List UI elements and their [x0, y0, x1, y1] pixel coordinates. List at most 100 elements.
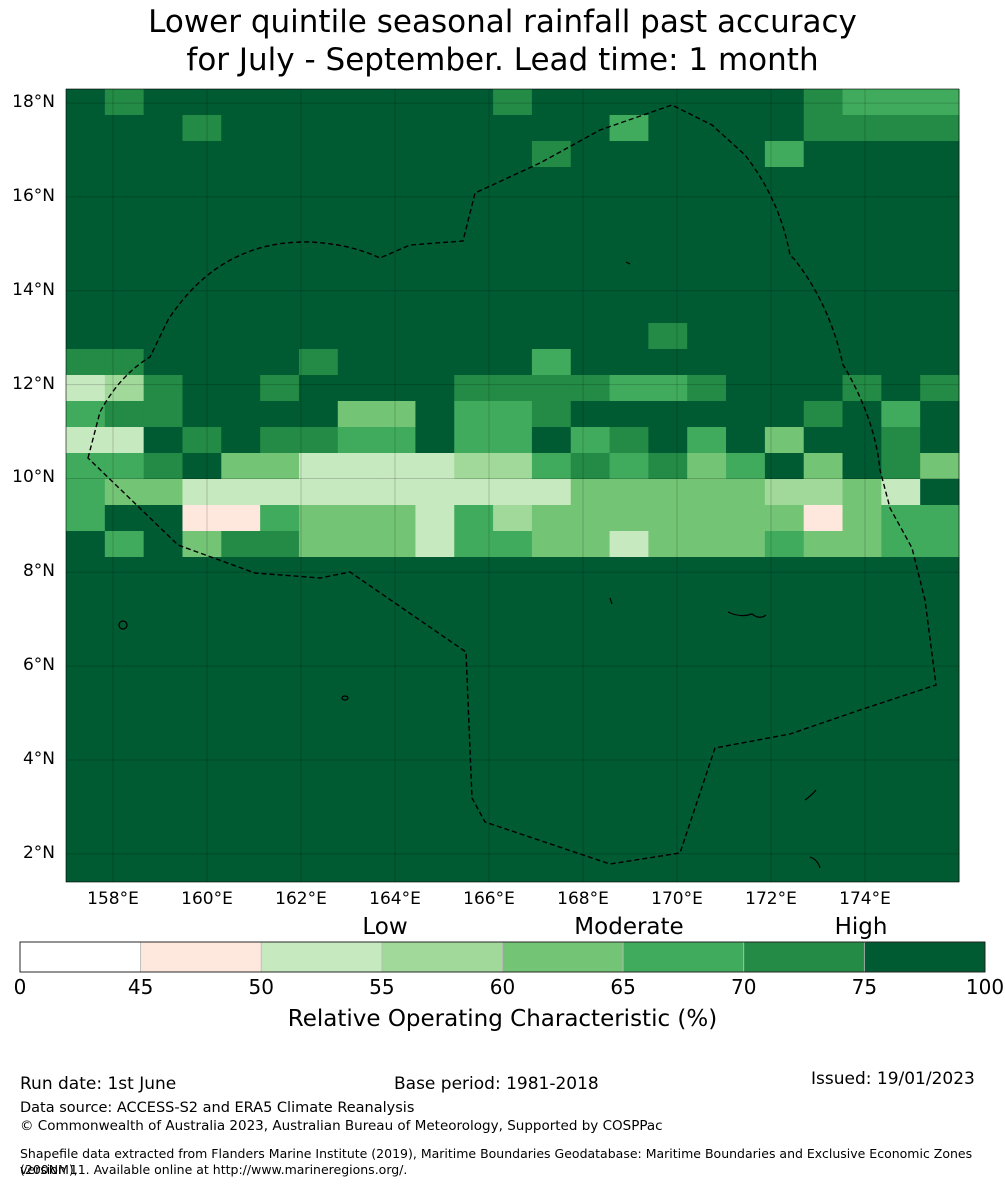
grid-cell — [726, 167, 766, 194]
grid-cell — [143, 141, 183, 168]
grid-cell — [182, 817, 222, 844]
grid-cell — [920, 115, 960, 142]
grid-cell — [493, 453, 533, 480]
grid-cell — [143, 609, 183, 636]
grid-cell — [260, 843, 300, 870]
grid-cell — [764, 323, 805, 350]
grid-cell — [182, 765, 222, 792]
colorbar-frame — [19, 941, 986, 973]
grid-cell — [104, 479, 145, 506]
grid-cell — [260, 115, 300, 142]
grid-cell — [298, 167, 339, 194]
grid-cell — [143, 869, 183, 882]
grid-cell — [376, 115, 416, 142]
grid-cell — [687, 323, 727, 350]
colorbar — [19, 941, 986, 973]
grid-cell — [726, 531, 766, 558]
grid-cell — [66, 739, 106, 766]
island-outline — [809, 856, 821, 869]
grid-cell — [764, 661, 805, 688]
grid-cell — [570, 427, 611, 454]
grid-cell — [260, 245, 300, 272]
grid-cell — [104, 609, 145, 636]
grid-cell — [764, 765, 805, 792]
grid-cell — [842, 531, 882, 558]
grid-cell — [104, 115, 145, 142]
grid-cell — [531, 505, 572, 532]
grid-cell — [104, 765, 145, 792]
grid-cell — [182, 687, 222, 714]
grid-cell — [66, 219, 106, 246]
grid-cell — [66, 115, 106, 142]
grid-cell — [842, 297, 882, 324]
grid-cell — [803, 739, 844, 766]
grid-cell — [260, 661, 300, 688]
grid-cell — [570, 687, 611, 714]
grid-cell — [570, 869, 611, 882]
grid-cell — [803, 609, 844, 636]
grid-cell — [454, 843, 494, 870]
grid-cell — [570, 401, 611, 428]
grid-cell — [920, 401, 960, 428]
grid-cell — [687, 427, 727, 454]
grid-cell — [415, 89, 455, 116]
grid-cell — [726, 817, 766, 844]
grid-cell — [66, 635, 106, 662]
grid-cell — [66, 401, 106, 428]
grid-cell — [260, 609, 300, 636]
grid-cell — [376, 245, 416, 272]
grid-cell — [221, 739, 261, 766]
grid-cell — [764, 245, 805, 272]
grid-cell — [415, 479, 455, 506]
grid-cell — [803, 219, 844, 246]
grid-cell — [143, 453, 183, 480]
grid-cell — [687, 817, 727, 844]
grid-cell — [648, 817, 688, 844]
grid-cell — [803, 505, 844, 532]
grid-cell — [415, 531, 455, 558]
grid-cell — [376, 375, 416, 402]
grid-cell — [66, 193, 106, 220]
grid-cell — [570, 115, 611, 142]
grid-cell — [842, 375, 882, 402]
grid-cell — [609, 271, 649, 298]
grid-cell — [376, 479, 416, 506]
grid-cell — [415, 505, 455, 532]
grid-cell — [648, 557, 688, 584]
grid-cell — [454, 89, 494, 116]
grid-cell — [182, 479, 222, 506]
grid-cell — [803, 349, 844, 376]
grid-cell — [221, 349, 261, 376]
grid-cell — [376, 453, 416, 480]
grid-cell — [920, 713, 960, 740]
grid-cell — [609, 89, 649, 116]
grid-cell — [104, 713, 145, 740]
grid-cell — [143, 167, 183, 194]
grid-cell — [415, 167, 455, 194]
grid-cell — [842, 817, 882, 844]
grid-cell — [182, 739, 222, 766]
grid-cell — [337, 323, 378, 350]
grid-cell — [260, 193, 300, 220]
grid-cell — [920, 765, 960, 792]
grid-cell — [531, 115, 572, 142]
grid-cell — [104, 505, 145, 532]
grid-cell — [260, 791, 300, 818]
grid-cell — [881, 193, 921, 220]
grid-cell — [493, 583, 533, 610]
grid-cell — [415, 843, 455, 870]
grid-cell — [221, 713, 261, 740]
grid-cell — [803, 635, 844, 662]
grid-cell — [920, 323, 960, 350]
grid-cell — [920, 583, 960, 610]
grid-cell — [881, 661, 921, 688]
grid-cell — [376, 765, 416, 792]
grid-cell — [182, 89, 222, 116]
grid-cell — [221, 869, 261, 882]
grid-cell — [260, 141, 300, 168]
grid-cell — [803, 193, 844, 220]
grid-cell — [376, 817, 416, 844]
grid-cell — [260, 635, 300, 662]
grid-cell — [260, 557, 300, 584]
grid-cell — [648, 531, 688, 558]
